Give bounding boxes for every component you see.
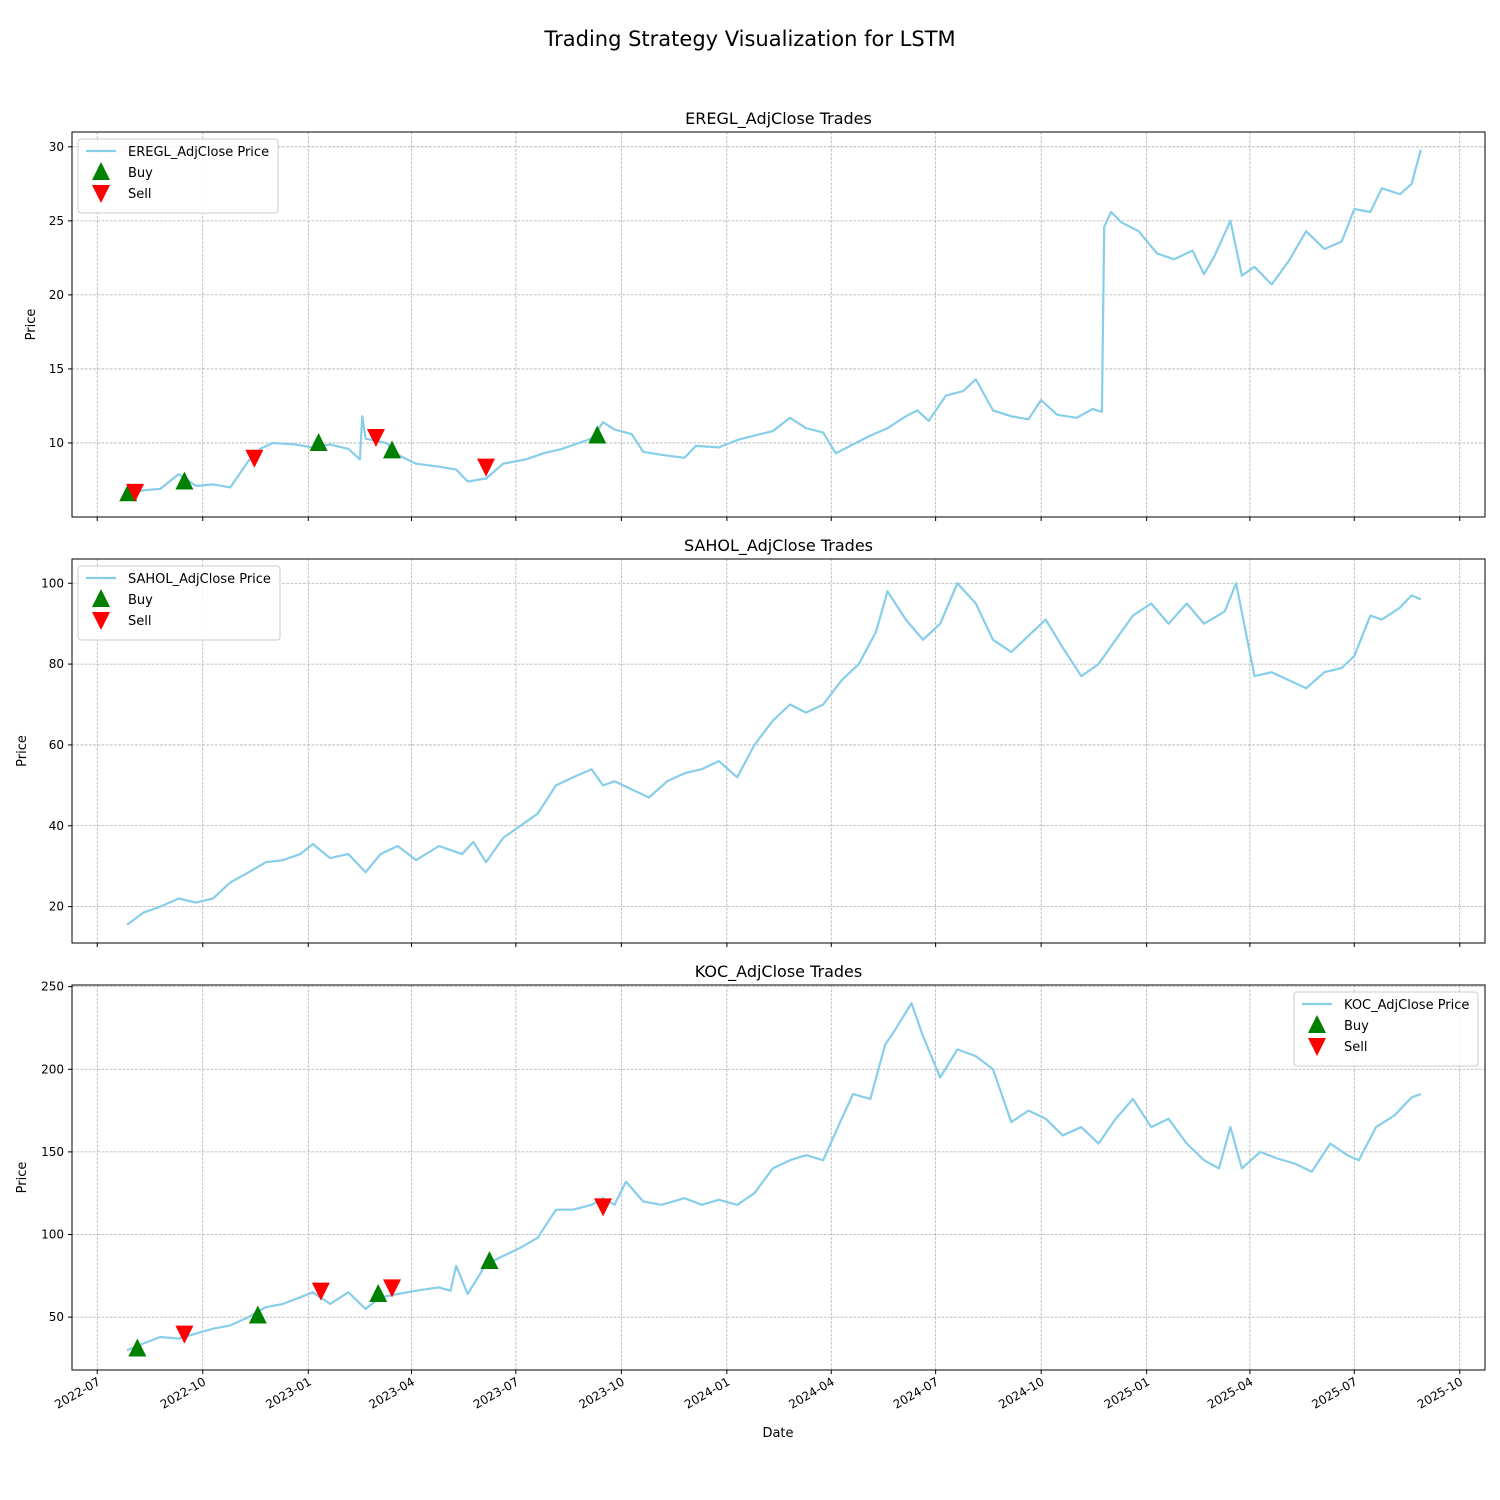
legend-label: Buy bbox=[1344, 1019, 1369, 1034]
x-axis-label: Date bbox=[762, 1426, 793, 1441]
y-tick-label: 60 bbox=[49, 738, 64, 752]
sell-marker bbox=[311, 1282, 330, 1301]
y-tick-label: 20 bbox=[49, 288, 64, 302]
x-tick-label: 2025-07 bbox=[1309, 1374, 1359, 1411]
y-tick-label: 15 bbox=[49, 362, 64, 376]
sell-marker bbox=[366, 429, 385, 448]
x-tick-label: 2022-07 bbox=[52, 1374, 102, 1411]
sell-marker bbox=[175, 1325, 194, 1344]
legend-sell-swatch bbox=[1308, 1038, 1326, 1056]
grid bbox=[72, 132, 1485, 517]
price-series-line bbox=[126, 1002, 1422, 1352]
legend-buy-swatch bbox=[1308, 1015, 1326, 1033]
legend-label: Sell bbox=[128, 614, 151, 629]
figure-title: Trading Strategy Visualization for LSTM bbox=[543, 27, 955, 51]
x-tick-label: 2025-10 bbox=[1415, 1374, 1465, 1411]
buy-marker bbox=[588, 425, 607, 444]
y-tick-label: 30 bbox=[49, 140, 64, 154]
x-tick-label: 2023-04 bbox=[367, 1374, 417, 1411]
legend-label: Buy bbox=[128, 166, 153, 181]
y-axis-label: Price bbox=[15, 735, 30, 767]
x-tick-label: 2024-07 bbox=[891, 1374, 941, 1411]
sell-marker bbox=[126, 483, 145, 502]
y-axis-label: Price bbox=[15, 1162, 30, 1194]
plot-frame bbox=[71, 558, 1486, 944]
y-tick-label: 100 bbox=[41, 576, 64, 590]
y-tick-label: 200 bbox=[41, 1062, 64, 1076]
x-tick-label: 2024-10 bbox=[996, 1374, 1046, 1411]
buy-marker bbox=[248, 1305, 267, 1324]
legend: KOC_AdjClose Price Buy Sell bbox=[1293, 991, 1479, 1067]
buy-marker bbox=[369, 1283, 388, 1302]
legend-box bbox=[77, 565, 281, 641]
chart-title: EREGL_AdjClose Trades bbox=[685, 109, 872, 129]
y-tick-label: 40 bbox=[49, 819, 64, 833]
grid bbox=[72, 559, 1485, 943]
legend: EREGL_AdjClose Price Buy Sell bbox=[77, 138, 279, 214]
y-tick-label: 80 bbox=[49, 657, 64, 671]
legend-label: KOC_AdjClose Price bbox=[1344, 998, 1469, 1013]
y-axis-label: Price bbox=[24, 309, 39, 341]
chart-panel-3: 50 100 150 200 250 2022-07 2022-10 2023-01 2023-… bbox=[15, 962, 1486, 1412]
legend-label: Sell bbox=[128, 187, 151, 202]
y-tick-label: 50 bbox=[49, 1310, 64, 1324]
chart-title: SAHOL_AdjClose Trades bbox=[684, 536, 873, 556]
legend-box bbox=[77, 138, 279, 214]
y-tick-label: 10 bbox=[49, 436, 64, 450]
x-tick-label: 2023-07 bbox=[471, 1374, 521, 1411]
y-tick-label: 250 bbox=[41, 980, 64, 994]
price-series-line bbox=[126, 582, 1422, 926]
y-tick-label: 150 bbox=[41, 1145, 64, 1159]
x-tick-label: 2023-10 bbox=[576, 1374, 626, 1411]
grid bbox=[72, 985, 1485, 1370]
sell-marker bbox=[477, 458, 496, 477]
legend: SAHOL_AdjClose Price Buy Sell bbox=[77, 565, 281, 641]
chart-panel-2: 20 40 60 80 100 SAHOL_AdjClose Trades Price SAH… bbox=[15, 536, 1486, 947]
legend-label: Buy bbox=[128, 593, 153, 608]
y-tick-label: 100 bbox=[41, 1228, 64, 1242]
y-tick-label: 20 bbox=[49, 900, 64, 914]
buy-marker bbox=[309, 432, 328, 451]
legend-label: SAHOL_AdjClose Price bbox=[128, 572, 271, 587]
y-tick-label: 25 bbox=[49, 214, 64, 228]
chart-panel-1: 10 15 20 25 30 EREGL_AdjClose Trades Price EREG… bbox=[24, 109, 1486, 521]
legend-label: EREGL_AdjClose Price bbox=[128, 145, 269, 160]
legend-buy-swatch bbox=[92, 162, 110, 180]
legend-buy-swatch bbox=[92, 589, 110, 607]
buy-marker bbox=[128, 1338, 147, 1357]
trade-markers bbox=[119, 425, 607, 502]
chart-title: KOC_AdjClose Trades bbox=[695, 962, 862, 982]
x-tick-label: 2024-04 bbox=[786, 1374, 836, 1411]
legend-sell-swatch bbox=[92, 185, 110, 203]
buy-marker bbox=[480, 1250, 499, 1269]
plot-frame bbox=[71, 984, 1486, 1371]
x-tick-label: 2023-01 bbox=[263, 1374, 313, 1411]
x-tick-label: 2022-10 bbox=[158, 1374, 208, 1411]
x-tick-label: 2025-01 bbox=[1102, 1374, 1152, 1411]
legend-box bbox=[1293, 991, 1479, 1067]
price-series-line bbox=[126, 149, 1422, 496]
plot-frame bbox=[71, 131, 1486, 518]
sell-marker bbox=[594, 1198, 613, 1217]
buy-marker bbox=[382, 440, 401, 459]
x-tick-label: 2025-04 bbox=[1205, 1374, 1255, 1411]
trade-markers bbox=[128, 1198, 613, 1357]
sell-marker bbox=[245, 449, 264, 468]
buy-marker bbox=[175, 471, 194, 490]
x-tick-label: 2024-01 bbox=[682, 1374, 732, 1411]
sell-marker bbox=[382, 1279, 401, 1298]
legend-label: Sell bbox=[1344, 1040, 1367, 1055]
legend-sell-swatch bbox=[92, 612, 110, 630]
